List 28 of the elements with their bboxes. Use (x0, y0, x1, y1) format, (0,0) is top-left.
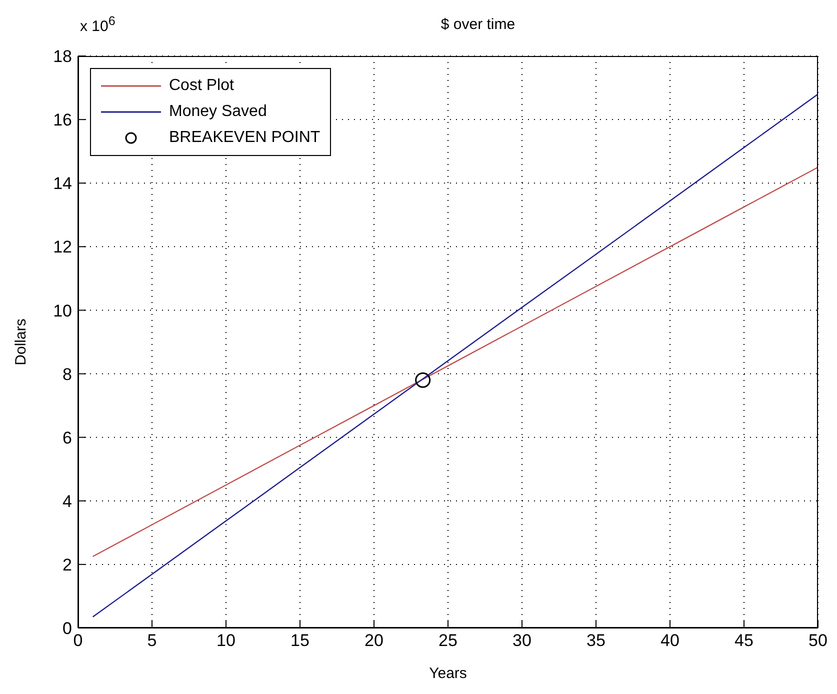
y-tick-label: 16 (53, 110, 72, 130)
legend-label: Money Saved (169, 103, 267, 121)
line-series (92, 166, 818, 558)
x-tick-label: 35 (586, 631, 606, 650)
y-tick-label: 14 (53, 174, 72, 194)
legend-label: Cost Plot (169, 77, 234, 95)
y-tick-label: 18 (53, 47, 72, 66)
x-axis-title: Years (429, 665, 467, 682)
y-tick-label: 12 (53, 238, 72, 257)
x-tick-label: 50 (808, 631, 828, 650)
y-tick-label: 0 (62, 619, 72, 638)
x-tick-label: 10 (216, 631, 236, 650)
y-tick-label: 8 (62, 364, 72, 384)
x-tick-label: 30 (512, 631, 532, 650)
text: x 10$^{6}$ (80, 14, 116, 35)
x-tick-label: 5 (147, 631, 157, 650)
x-tick-label: 15 (290, 631, 310, 650)
y-tick-label: 6 (62, 428, 72, 448)
y-tick-label: 4 (62, 492, 72, 511)
x-tick-label: 45 (734, 631, 754, 650)
y-tick-label: 10 (53, 301, 72, 320)
x-tick-label: 25 (438, 631, 458, 650)
chart-title: $ over time (440, 16, 516, 33)
y-axis-title: Dollars (12, 318, 30, 366)
y-tick-label: 2 (62, 555, 72, 574)
x-tick-label: 20 (364, 631, 384, 650)
x-tick-label: 40 (660, 631, 680, 650)
legend-label: BREAKEVEN POINT (169, 129, 320, 147)
